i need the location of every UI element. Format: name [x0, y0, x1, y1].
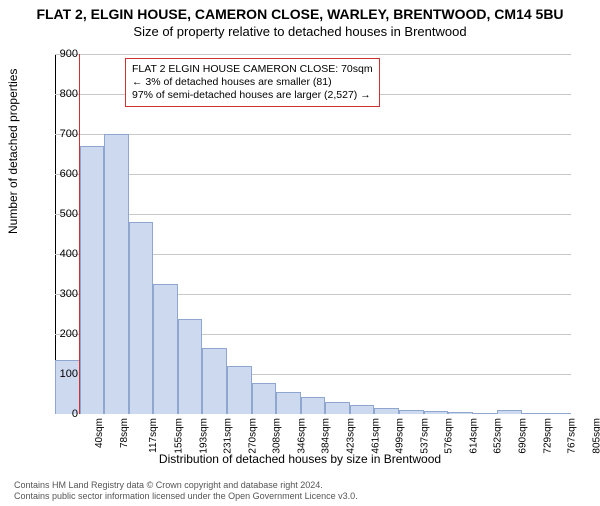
x-tick-label: 576sqm	[444, 418, 455, 454]
histogram-bar	[276, 392, 301, 414]
chart-plot-area: FLAT 2 ELGIN HOUSE CAMERON CLOSE: 70sqm←…	[55, 54, 571, 414]
y-tick-label: 400	[38, 248, 78, 260]
gridline	[55, 174, 571, 175]
y-tick-label: 800	[38, 88, 78, 100]
x-tick-label: 690sqm	[518, 418, 529, 454]
x-tick-label: 40sqm	[94, 418, 105, 448]
x-tick-label: 729sqm	[542, 418, 553, 454]
histogram-bar	[325, 402, 350, 414]
x-tick-label: 231sqm	[223, 418, 234, 454]
histogram-bar	[129, 222, 154, 414]
chart-title-main: FLAT 2, ELGIN HOUSE, CAMERON CLOSE, WARL…	[0, 6, 600, 22]
x-tick-label: 384sqm	[321, 418, 332, 454]
y-axis-label: Number of detached properties	[6, 69, 20, 234]
copyright-line1: Contains HM Land Registry data © Crown c…	[14, 480, 358, 491]
x-tick-label: 346sqm	[296, 418, 307, 454]
x-tick-label: 461sqm	[370, 418, 381, 454]
histogram-bar	[227, 366, 252, 414]
copyright-line2: Contains public sector information licen…	[14, 491, 358, 502]
x-tick-label: 614sqm	[468, 418, 479, 454]
y-tick-label: 200	[38, 328, 78, 340]
x-tick-label: 193sqm	[198, 418, 209, 454]
histogram-bar	[473, 413, 498, 414]
copyright-text: Contains HM Land Registry data © Crown c…	[14, 480, 358, 502]
histogram-bar	[153, 284, 178, 414]
histogram-bar	[497, 410, 522, 414]
y-tick-label: 300	[38, 288, 78, 300]
x-tick-label: 308sqm	[272, 418, 283, 454]
x-tick-label: 537sqm	[419, 418, 430, 454]
histogram-bar	[374, 408, 399, 414]
histogram-bar	[301, 397, 326, 414]
histogram-bar	[424, 411, 449, 414]
y-tick-label: 500	[38, 208, 78, 220]
y-tick-label: 700	[38, 128, 78, 140]
histogram-bar	[546, 413, 571, 414]
x-tick-label: 155sqm	[174, 418, 185, 454]
histogram-bar	[178, 319, 203, 414]
histogram-bar	[252, 383, 277, 414]
x-axis-label: Distribution of detached houses by size …	[0, 452, 600, 466]
x-tick-label: 499sqm	[395, 418, 406, 454]
x-tick-label: 117sqm	[148, 418, 159, 453]
annotation-line: 97% of semi-detached houses are larger (…	[132, 89, 373, 102]
x-tick-label: 805sqm	[591, 418, 600, 454]
gridline	[55, 214, 571, 215]
y-tick-label: 100	[38, 368, 78, 380]
annotation-line: FLAT 2 ELGIN HOUSE CAMERON CLOSE: 70sqm	[132, 63, 373, 76]
gridline	[55, 134, 571, 135]
y-tick-label: 600	[38, 168, 78, 180]
x-tick-label: 652sqm	[493, 418, 504, 454]
x-tick-label: 78sqm	[119, 418, 130, 448]
chart-title-sub: Size of property relative to detached ho…	[0, 24, 600, 39]
histogram-bar	[350, 405, 375, 414]
annotation-line: ← 3% of detached houses are smaller (81)	[132, 76, 373, 89]
histogram-bar	[522, 413, 547, 414]
x-tick-label: 423sqm	[346, 418, 357, 454]
reference-line	[79, 54, 80, 414]
x-tick-label: 270sqm	[247, 418, 258, 454]
y-tick-label: 900	[38, 48, 78, 60]
gridline	[55, 54, 571, 55]
histogram-bar	[202, 348, 227, 414]
histogram-bar	[448, 412, 473, 414]
x-tick-label: 767sqm	[567, 418, 578, 454]
histogram-bar	[399, 410, 424, 414]
histogram-bar	[104, 134, 129, 414]
histogram-bar	[80, 146, 105, 414]
y-tick-label: 0	[38, 408, 78, 420]
annotation-box: FLAT 2 ELGIN HOUSE CAMERON CLOSE: 70sqm←…	[125, 58, 380, 107]
